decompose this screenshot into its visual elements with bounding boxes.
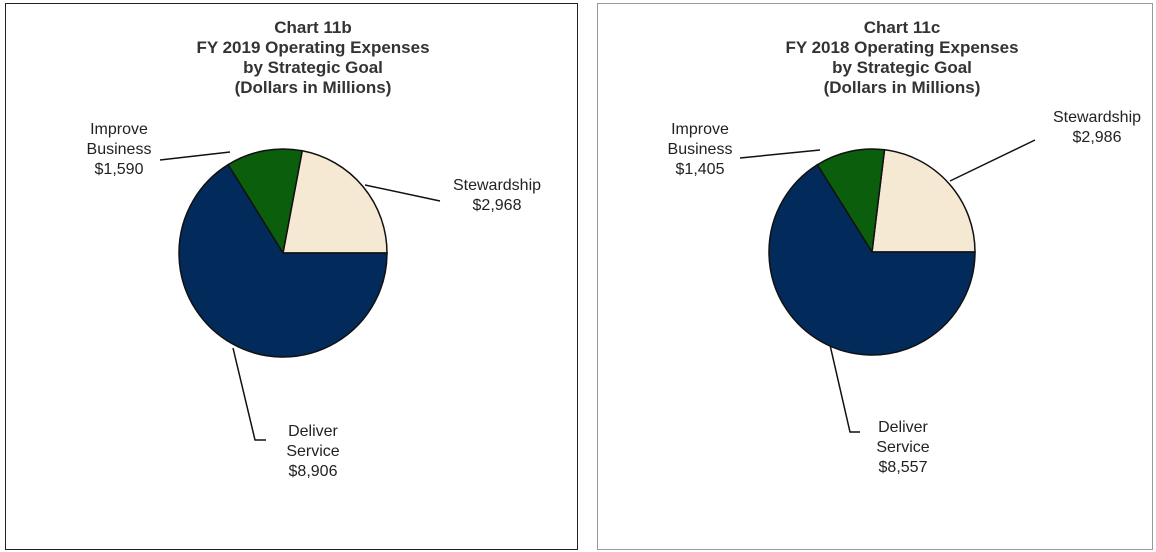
value-label: $1,590 bbox=[94, 161, 144, 178]
category-name: Deliver Service bbox=[286, 423, 340, 460]
chart-title: Chart 11c FY 2018 Operating Expenses by St… bbox=[785, 18, 1018, 98]
leader-line bbox=[159, 151, 231, 161]
slice-label: Stewardship $2,986 bbox=[1037, 108, 1156, 148]
pie-slice bbox=[768, 163, 976, 356]
title-line: FY 2018 Operating Expenses bbox=[785, 38, 1019, 57]
pie-slice bbox=[282, 149, 388, 254]
category-name: Improve Business bbox=[667, 121, 733, 158]
pie-slice bbox=[871, 148, 976, 253]
title-line: by Strategic Goal bbox=[243, 58, 383, 77]
title-line: Chart 11c bbox=[863, 18, 941, 37]
title-line: (Dollars in Millions) bbox=[823, 78, 981, 97]
pie-slice bbox=[816, 148, 886, 255]
category-name: Deliver Service bbox=[876, 419, 930, 456]
leader-line bbox=[364, 184, 441, 202]
leader-line bbox=[829, 344, 860, 433]
title-line: by Strategic Goal bbox=[832, 58, 972, 77]
category-name: Stewardship bbox=[1052, 109, 1142, 126]
value-label: $2,986 bbox=[1072, 129, 1122, 146]
title-line: (Dollars in Millions) bbox=[234, 78, 392, 97]
pie-slice bbox=[227, 148, 304, 256]
leader-line bbox=[739, 149, 821, 159]
value-label: $1,405 bbox=[675, 161, 725, 178]
category-name: Stewardship bbox=[452, 177, 542, 194]
category-name: Improve Business bbox=[86, 121, 152, 158]
slice-label: Deliver Service $8,906 bbox=[278, 422, 348, 482]
pie-slice bbox=[178, 163, 388, 358]
slice-label: Improve Business $1,590 bbox=[79, 120, 159, 180]
title-line: FY 2019 Operating Expenses bbox=[196, 38, 430, 57]
slice-label: Stewardship $2,968 bbox=[437, 176, 557, 216]
value-label: $8,906 bbox=[288, 463, 338, 480]
chart-title: Chart 11b FY 2019 Operating Expenses by St… bbox=[196, 18, 429, 98]
title-line: Chart 11b bbox=[274, 18, 352, 37]
leader-line bbox=[949, 139, 1036, 182]
leader-line bbox=[232, 347, 266, 441]
slice-label: Deliver Service $8,557 bbox=[868, 418, 938, 478]
value-label: $2,968 bbox=[472, 197, 522, 214]
slice-label: Improve Business $1,405 bbox=[660, 120, 740, 180]
value-label: $8,557 bbox=[878, 459, 928, 476]
